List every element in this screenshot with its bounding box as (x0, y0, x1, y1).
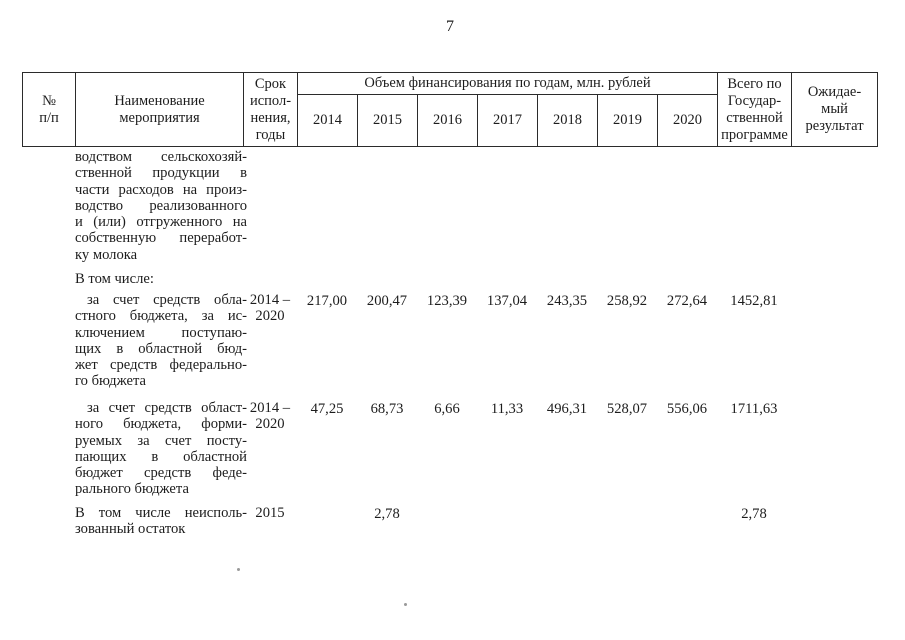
col-header-year-2020: 2020 (657, 94, 718, 147)
col-header-expected-result: Ожидае- мый результат (791, 72, 878, 147)
financing-table-header: № п/п Наименование мероприятия Срок испо… (22, 72, 878, 147)
col-header-measure-name: Наименование мероприятия (75, 72, 244, 147)
text-line: ку молока (75, 246, 138, 263)
col-header-funding-span: Объем финансирования по годам, млн. рубл… (297, 72, 718, 95)
cell-federal-2020: 556,06 (666, 401, 708, 417)
cell-regional-total: 1452,81 (730, 293, 778, 309)
col-header-year-2014: 2014 (297, 94, 358, 147)
row-federal-budget-term: 2014 – 2020 (249, 400, 291, 433)
text-line: пающих в областной (75, 448, 247, 465)
text-line: руемых за счет посту- (75, 432, 247, 449)
text-line: рального бюджета (75, 481, 189, 498)
row-regional-budget-name: за счет средств обла- стного бюджета, за… (75, 292, 247, 390)
cell-regional-2020: 272,64 (666, 293, 708, 309)
row-regional-budget-term: 2014 – 2020 (249, 292, 291, 325)
text-line: зованный остаток (75, 521, 186, 538)
cell-regional-2019: 258,92 (606, 293, 648, 309)
col-header-term: Срок испол- нения, годы (243, 72, 298, 147)
text-line: жет средств федерально- (75, 357, 247, 374)
col-header-program-total: Всего по Государ- ственной программе (717, 72, 792, 147)
col-header-year-2019: 2019 (597, 94, 658, 147)
cell-regional-2017: 137,04 (486, 293, 528, 309)
col-header-year-2017: 2017 (477, 94, 538, 147)
page-number: 7 (446, 18, 454, 35)
row-unused-remainder-name: В том числе неисполь- зованный остаток (75, 505, 247, 538)
text-line: ственной продукции в (75, 165, 247, 182)
cell-federal-2016: 6,66 (434, 401, 460, 417)
cell-federal-2019: 528,07 (606, 401, 648, 417)
col-header-year-2018: 2018 (537, 94, 598, 147)
cell-federal-2014: 47,25 (310, 401, 344, 417)
text-line: го бюджета (75, 373, 146, 390)
scan-speck (237, 568, 240, 571)
row-federal-budget-name: за счет средств област- ного бюджета, фо… (75, 400, 247, 498)
cell-unused-2015: 2,78 (374, 506, 400, 522)
text-line: бюджет средств феде- (75, 465, 247, 482)
text-line: за счет средств област- (87, 400, 247, 416)
text-line: и (или) отгруженного на (75, 214, 247, 231)
cell-unused-total: 2,78 (741, 506, 767, 522)
cell-regional-2016: 123,39 (426, 293, 468, 309)
including-label: В том числе: (75, 271, 154, 287)
text-line: ного бюджета, форми- (75, 416, 247, 433)
paragraph-carryover-measure: водством сельскохозяй- ственной продукци… (75, 149, 247, 263)
col-header-number: № п/п (22, 72, 76, 147)
cell-federal-2017: 11,33 (490, 401, 524, 417)
text-line: водство реализованного (75, 197, 247, 214)
text-line: стного бюджета, за ис- (75, 308, 247, 325)
cell-regional-2015: 200,47 (366, 293, 408, 309)
cell-federal-2018: 496,31 (546, 401, 588, 417)
cell-federal-2015: 68,73 (370, 401, 404, 417)
row-unused-remainder-term: 2015 (255, 505, 285, 521)
cell-regional-2018: 243,35 (546, 293, 588, 309)
text-line: собственную переработ- (75, 230, 247, 247)
cell-regional-2014: 217,00 (306, 293, 348, 309)
col-header-year-2015: 2015 (357, 94, 418, 147)
text-line: ключением поступаю- (75, 324, 247, 341)
text-line: В том числе неисполь- (75, 505, 247, 521)
text-line: части расходов на произ- (75, 181, 247, 198)
text-line: щих в областной бюд- (75, 340, 247, 357)
cell-federal-total: 1711,63 (730, 401, 778, 417)
scan-speck (404, 603, 407, 606)
text-line: водством сельскохозяй- (75, 149, 247, 165)
text-line: за счет средств обла- (87, 292, 247, 308)
col-header-year-2016: 2016 (417, 94, 478, 147)
